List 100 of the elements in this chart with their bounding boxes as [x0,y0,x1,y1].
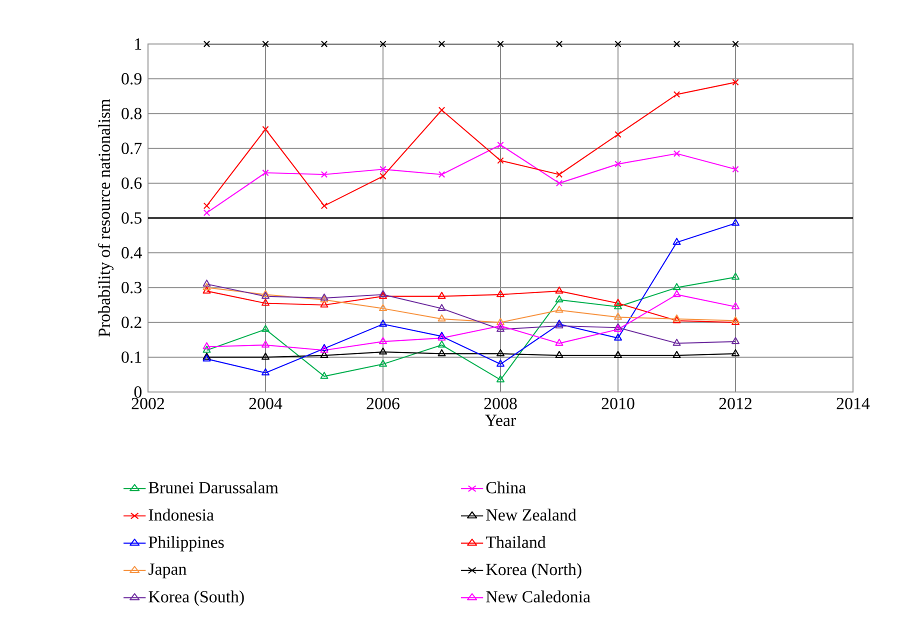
point [673,40,680,48]
x-axis-title: Year [485,414,516,426]
y-tick-label: 0.9 [122,73,142,85]
point [672,350,681,358]
point [438,304,446,312]
point [496,321,505,328]
x-tick-label: 2010 [602,398,634,410]
y-tick-label: 1 [135,38,142,50]
point [262,126,269,133]
point [614,334,622,341]
legend-label: Philippines [148,536,224,552]
legend-label: Indonesia [148,508,214,521]
x-tick-label: 2014 [836,398,870,410]
point [378,336,388,344]
point [731,349,740,356]
point [320,171,328,178]
point [202,346,211,353]
point [438,40,446,48]
point [202,280,211,287]
point [555,306,564,313]
point [203,209,210,216]
point [320,350,328,358]
point [202,283,211,290]
point [261,368,270,376]
point [438,106,446,114]
point [732,78,739,86]
point [731,272,740,280]
point [497,157,504,164]
point [320,372,328,379]
point [203,202,210,210]
point [496,360,505,367]
point [378,320,388,327]
y-tick-label: 0.4 [122,247,142,259]
point [320,300,328,308]
legend-label: Korea (North) [486,563,582,579]
point [380,40,386,48]
legend-label: New Caledonia [486,590,590,602]
point [262,169,269,176]
point [496,349,505,356]
point [438,292,446,299]
point [261,324,270,332]
point [614,40,622,48]
x-tick-label: 2006 [366,398,400,410]
point [672,290,681,298]
point [320,202,328,210]
legend-label: China [486,481,526,494]
y-tick-label: 0 [134,386,142,398]
legend-label: Thailand [486,536,546,548]
point [555,295,564,302]
point [614,160,622,168]
point [202,342,211,350]
point [202,286,211,294]
point [555,338,564,346]
point [614,302,622,310]
x-tick-label: 2008 [484,398,517,410]
point [261,298,270,306]
point [262,40,269,48]
point [614,312,622,320]
point [497,142,504,148]
point [732,166,739,173]
point [378,304,388,312]
point [672,338,681,346]
point [731,336,740,344]
y-tick-label: 0.8 [122,108,142,120]
x-tick-label: 2012 [719,398,752,410]
point [438,314,446,322]
y-tick-label: 0.1 [122,351,142,363]
point [380,166,386,173]
legend-label: Korea (South) [148,590,244,606]
point [320,40,328,48]
y-tick-label: 0.6 [122,177,142,189]
point [378,347,388,355]
point [438,340,446,348]
point [732,40,739,48]
y-tick-label: 0.7 [122,142,142,154]
point [380,172,386,180]
point [496,375,505,382]
point [497,40,504,48]
point [496,324,505,332]
y-tick-label: 0.2 [122,316,142,328]
point [261,352,270,360]
point [378,360,388,367]
point [203,40,210,48]
point [672,283,681,290]
point [555,286,564,294]
y-tick-label: 0.5 [122,212,142,224]
point [731,302,740,310]
point [496,290,505,298]
point [614,298,622,306]
point [556,40,563,48]
point [672,238,681,245]
point [438,171,446,178]
point [261,340,270,348]
point [673,91,680,98]
point [438,349,446,356]
y-tick-label: 0.3 [122,282,142,294]
y-axis-title: Probability of resource nationalism [98,99,114,337]
legend-label: Brunei Darussalam [148,481,278,494]
point [556,171,563,178]
point [555,350,564,358]
